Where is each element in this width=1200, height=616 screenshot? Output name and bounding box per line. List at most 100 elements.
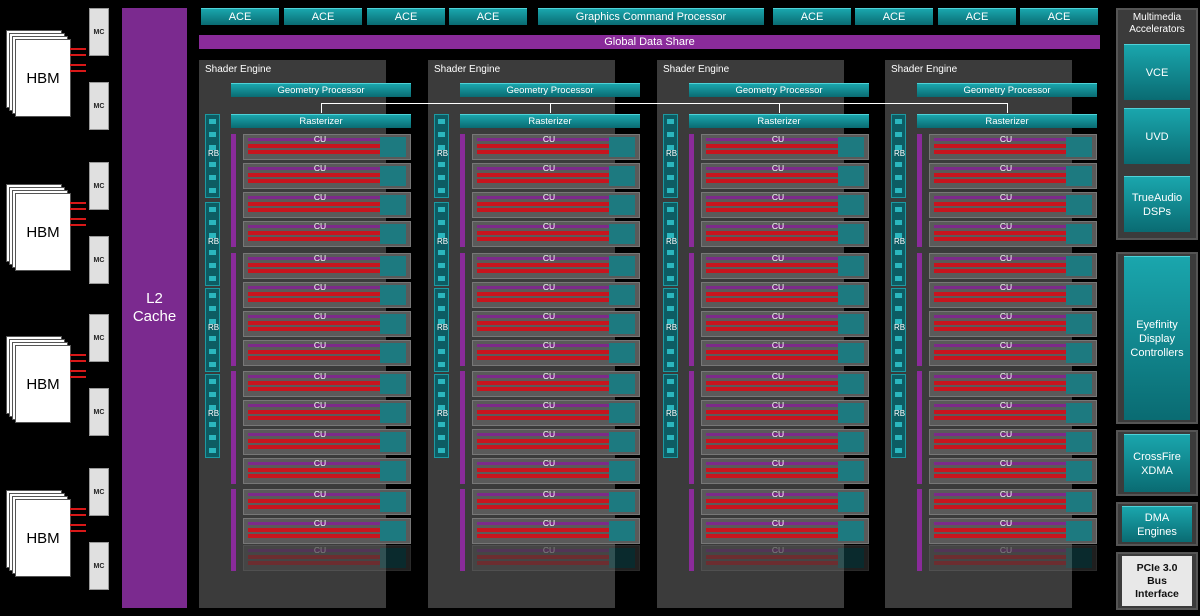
rb-cell [209,188,216,193]
simd-lane-purple [581,257,633,260]
simd-lane-purple [529,286,581,289]
simd-lane-red [581,298,633,302]
trueaudio-line1: TrueAudio [1131,191,1183,204]
graphics-command-processor: Graphics Command Processor [538,8,764,25]
simd-lane-red [248,202,300,206]
crossfire-block: CrossFire XDMA [1124,434,1190,492]
simd-lane-red [248,350,300,354]
simd-lane-red [758,350,810,354]
cu-label: CU [771,192,785,202]
cu-cache-block [609,314,635,334]
cu-label: CU [542,134,556,144]
rb-cell [438,392,445,397]
trueaudio-block: TrueAudio DSPs [1124,176,1190,232]
simd-lane-red [1038,269,1090,273]
simd-lane-red [248,474,300,478]
simd-lane-red [300,410,352,414]
simd-lane-red [529,528,581,532]
simd-lane-red [1038,505,1090,509]
simd-lane-purple [934,375,986,378]
simd-lane-red [477,439,529,443]
compute-unit: CU [701,221,869,247]
cu-cache-block [380,461,406,481]
cu-group-strip [689,489,694,571]
cu-cache-block [609,256,635,276]
simd-lane-red [810,350,862,354]
simd-lane-purple [706,286,758,289]
rb-cell [209,448,216,453]
ace-block: ACE [1020,8,1098,25]
memory-link-arrow [70,70,86,72]
l2-cache-label-line1: L2 [146,290,163,307]
rb-cell [438,349,445,354]
simd-lane-red [810,534,862,538]
simd-lane-red [986,534,1038,538]
simd-lane-red [934,144,986,148]
simd-lane-red [986,439,1038,443]
mm-title-line1: Multimedia [1132,12,1182,23]
rb-cell [667,336,674,341]
rb-cell [209,175,216,180]
simd-lane-red [529,381,581,385]
cu-cache-block [1066,492,1092,512]
cu-cache-block [609,432,635,452]
simd-lane-red [581,327,633,331]
simd-lane-purple [581,225,633,228]
cu-cache-block [380,432,406,452]
memory-link-arrow [70,224,86,226]
simd-lane-purple [300,196,352,199]
simd-lane-red [706,327,758,331]
simd-lane-purple [529,433,581,436]
cu-cache-block [838,492,864,512]
rb-cell [667,119,674,124]
cu-label: CU [771,400,785,410]
simd-lane-red [352,292,404,296]
simd-lane-red [706,528,758,532]
compute-unit: CU [243,163,411,189]
simd-lane-red [986,356,1038,360]
simd-lane-red [477,381,529,385]
simd-lane-purple [758,375,810,378]
rb-cell [209,220,216,225]
simd-lane-purple [1038,404,1090,407]
simd-lane-red [248,356,300,360]
simd-lane-red [758,208,810,212]
simd-lane-red [1038,150,1090,154]
eyefinity-block: Eyefinity Display Controllers [1124,256,1190,420]
compute-unit: CU [701,429,869,455]
render-backend: RB [205,374,220,458]
cu-cache-block [1066,521,1092,541]
shader-engine: Shader Engine Geometry Processor Rasterize… [199,60,411,608]
simd-lane-purple [706,493,758,496]
rb-cell [438,293,445,298]
rb-cell [667,175,674,180]
simd-lane-red [529,208,581,212]
compute-unit: CU [472,311,640,337]
cu-cache-block [1066,548,1092,568]
rb-label: RB [437,323,449,332]
memory-controller: MC [89,468,109,516]
simd-lane-purple [1038,433,1090,436]
simd-lane-red [300,505,352,509]
simd-lane-red [300,474,352,478]
rb-cell [667,220,674,225]
simd-lane-purple [477,315,529,318]
rb-cell [895,207,902,212]
rb-cell [895,263,902,268]
cu-cache-block [838,285,864,305]
simd-lane-purple [706,522,758,525]
simd-lane-purple [986,315,1038,318]
compute-unit: CU [929,458,1097,484]
simd-lane-red [300,237,352,241]
simd-lane-red [1038,173,1090,177]
simd-lane-red [248,208,300,212]
render-backend: RB [891,374,906,458]
hbm-label: HBM [26,223,60,241]
simd-lane-red [477,321,529,325]
simd-lane-red [986,561,1038,565]
simd-lane-red [986,327,1038,331]
ace-block: ACE [449,8,527,25]
rb-label: RB [208,237,220,246]
simd-lane-purple [986,404,1038,407]
rb-cell [438,276,445,281]
